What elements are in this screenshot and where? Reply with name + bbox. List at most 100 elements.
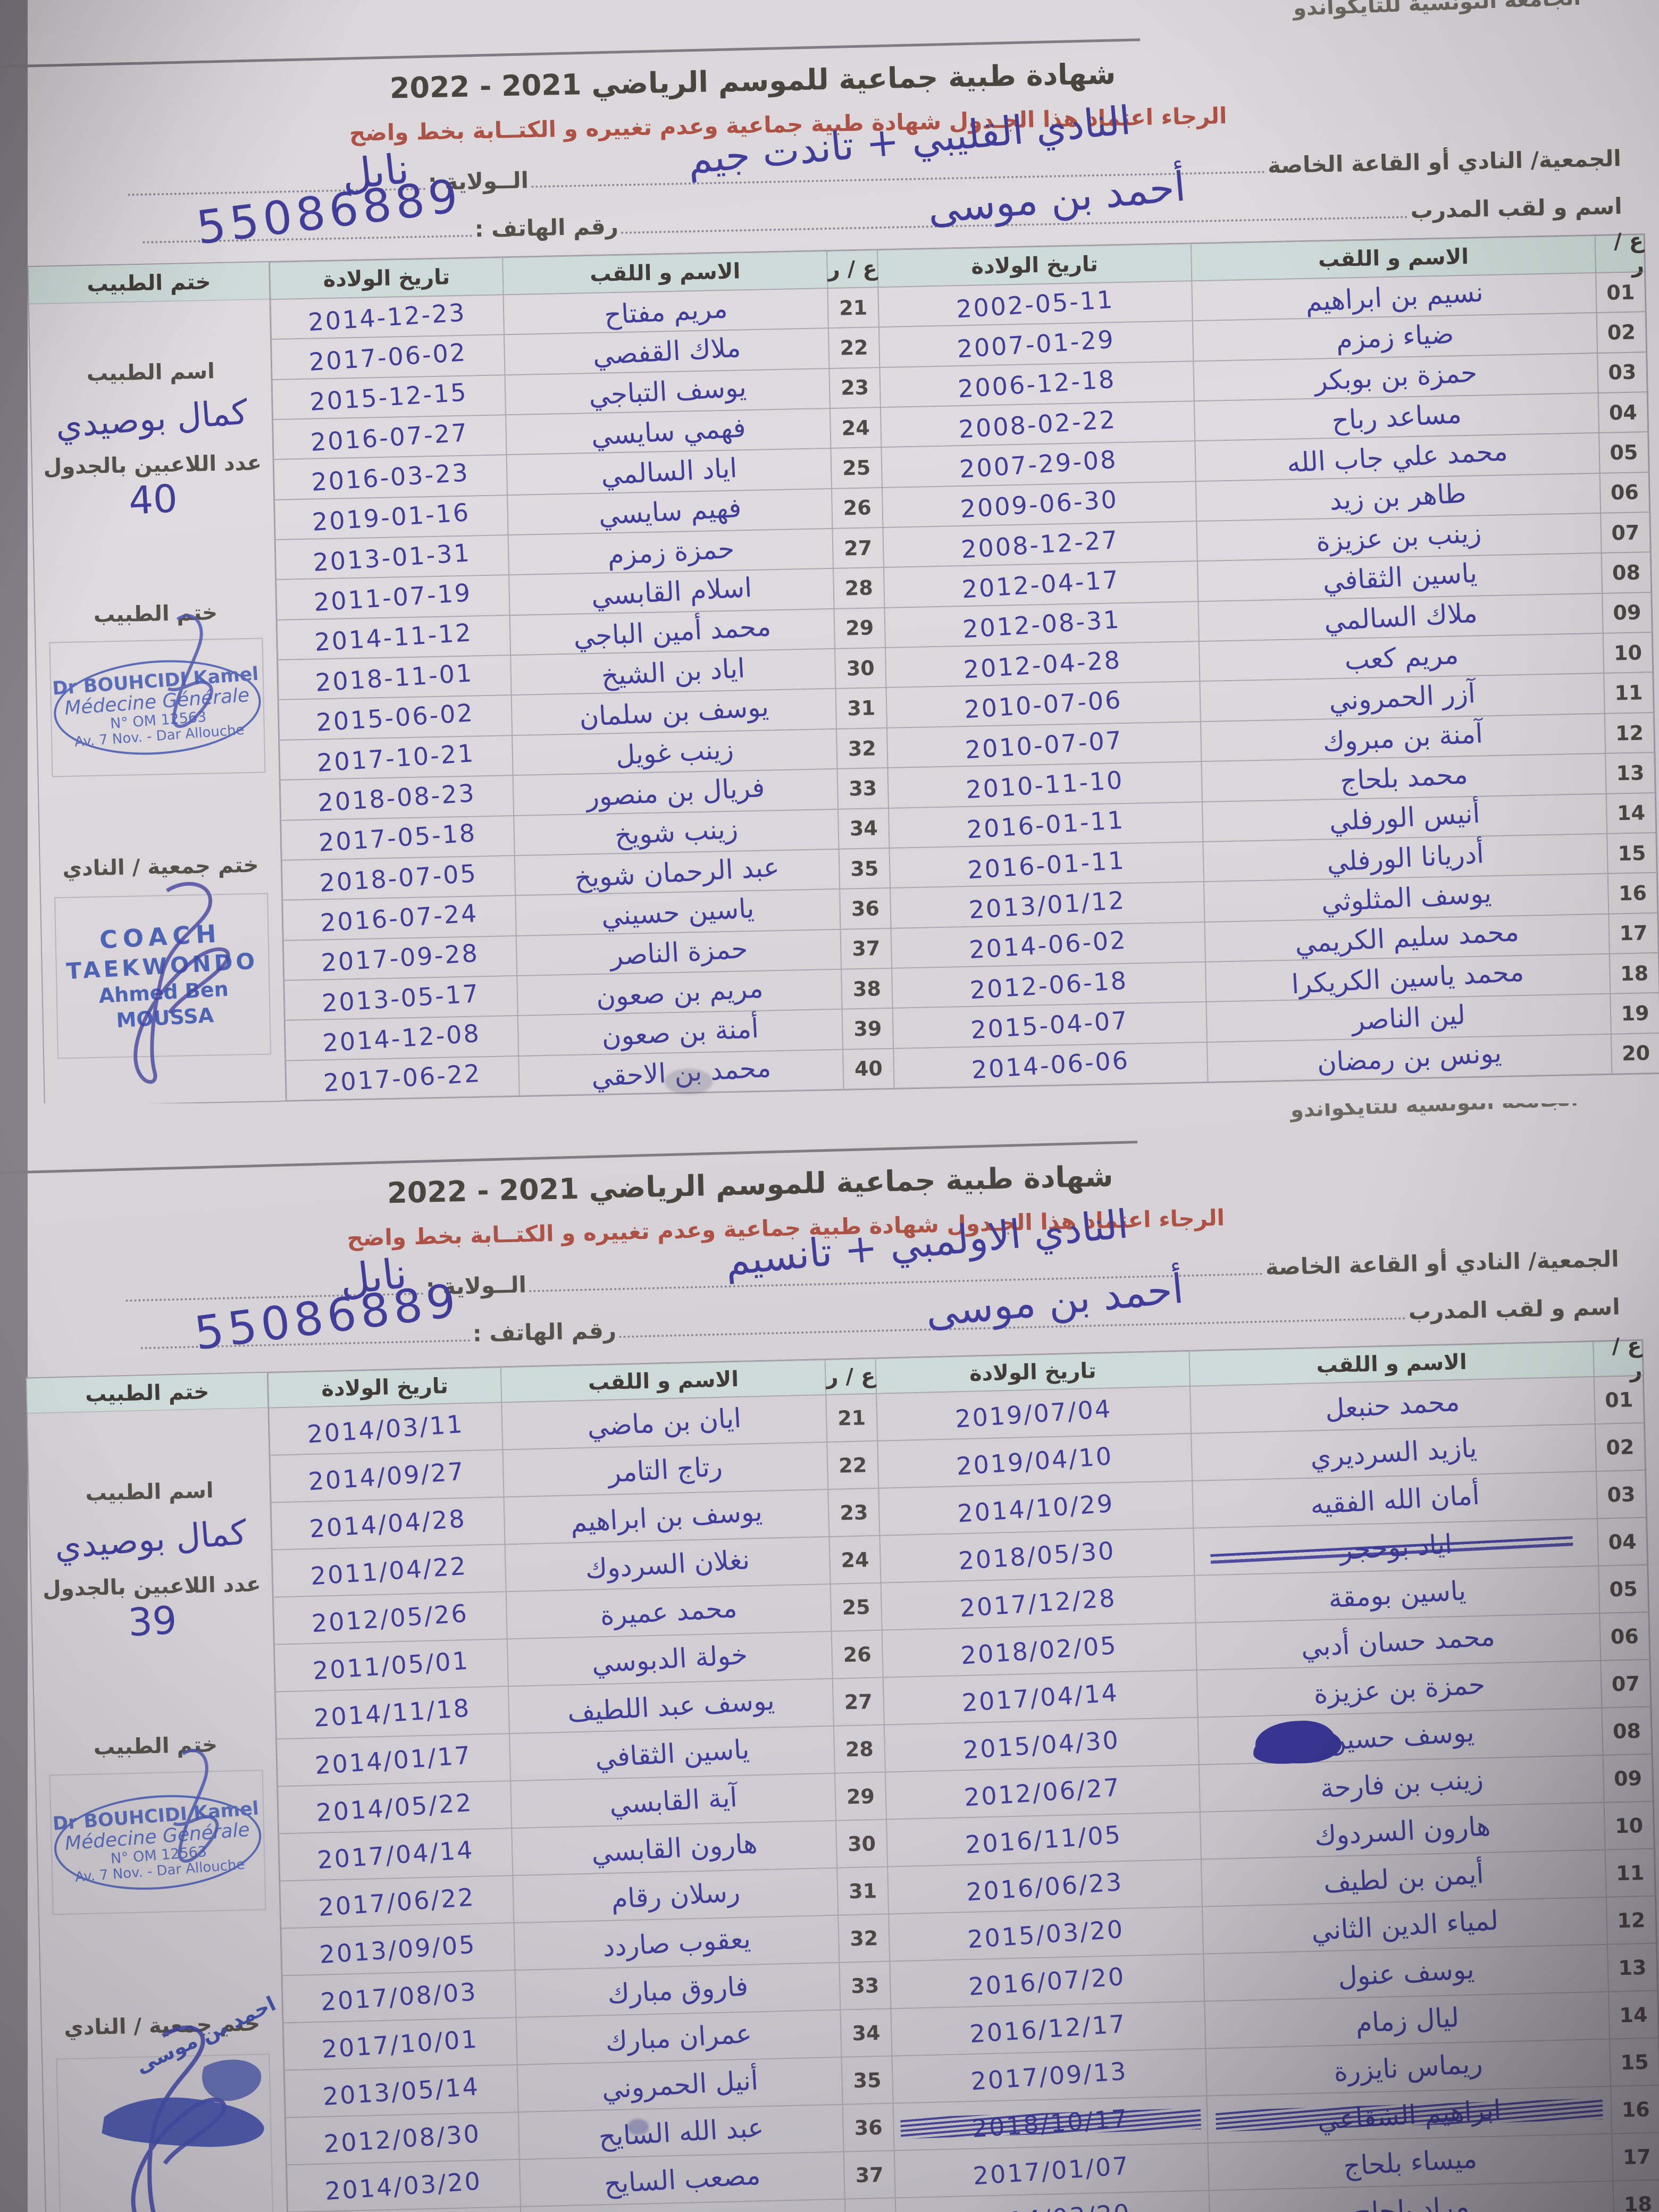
players-count-label: عدد اللاعبين بالجدول [42, 1572, 262, 1602]
player-name: رتاج التامر [502, 1442, 828, 1497]
row-number: 07 [1601, 1659, 1651, 1708]
player-name: اياد بن الشيخ [510, 649, 836, 696]
birth-date: 2017-10-21 [279, 735, 513, 781]
player-name: اسلام القابسي [509, 568, 834, 615]
birth-date: 2017-09-28 [283, 935, 517, 981]
player-name: خولة الدبوسي [507, 1631, 833, 1687]
birth-date: 2013/01/12 [890, 882, 1205, 928]
row-number: 30 [836, 1819, 888, 1868]
player-name: فهيم سايسي [507, 488, 833, 535]
birth-date: 2014/01/17 [276, 1733, 511, 1787]
player-name: ملاك القفصي [504, 328, 830, 375]
row-number: 18 [1609, 952, 1659, 994]
row-number: 40 [843, 1048, 894, 1090]
row-number: 01 [1596, 272, 1646, 313]
birth-date: 2008-02-22 [880, 401, 1195, 448]
row-number: 14 [1608, 1990, 1659, 2039]
coach-label: اسم و لقب المدرب [1408, 1293, 1621, 1325]
col-header-num: ع / ر [1593, 1334, 1643, 1382]
col-header-dob: تاريخ الولادة [267, 1367, 502, 1408]
row-number: 29 [834, 607, 885, 649]
players-table: ع / ر الاسم و اللقب تاريخ الولادة ع / ر … [2, 1334, 1659, 2212]
birth-date: 2019-01-16 [274, 495, 508, 540]
paper-background [28, 0, 1659, 2212]
birth-date: 2017/01/07 [894, 2143, 1209, 2198]
birth-date: 2008-12-27 [883, 521, 1197, 568]
birth-date: 2014/09/27 [270, 1449, 504, 1503]
club-label: الجمعية/ النادي أو القاعة الخاصة [1267, 145, 1622, 179]
doctor-round-stamp: Dr BOUHCIDI Kamel Médecine Générale N° O… [51, 653, 264, 762]
row-number: 28 [833, 567, 885, 609]
row-number: 22 [827, 1440, 879, 1489]
doctor-stamp-column: ختم الطبيب اسم الطبيب كمال بوصيدي عدد ال… [27, 261, 286, 1103]
birth-date: 2015-04-07 [892, 1002, 1207, 1049]
birth-date: 2012-06-18 [892, 961, 1206, 1009]
doctor-stamp-box: Dr BOUHCIDI Kamel Médecine Générale N° O… [49, 614, 266, 777]
birth-date: 2011/04/22 [272, 1544, 506, 1597]
birth-date: 2017-06-22 [286, 1055, 520, 1101]
col-header-num: ع / ر [825, 1358, 877, 1395]
player-name: يوسف التباجي [505, 368, 830, 415]
row-number: 25 [831, 447, 882, 489]
birth-date: 2017-05-18 [281, 815, 515, 860]
birth-date: 2012-04-28 [885, 641, 1200, 688]
birth-date: 2018-08-23 [280, 775, 514, 820]
birth-date: 2018-07-05 [281, 855, 516, 901]
players-count-handwritten: 40 [128, 476, 179, 523]
row-number: 35 [839, 848, 891, 890]
row-number: 13 [1605, 752, 1655, 794]
player-name: ايان بن ماضي [501, 1395, 827, 1450]
player-name: نغلان السردوك [505, 1536, 831, 1592]
birth-date: 2014-06-02 [891, 921, 1205, 968]
doctor-stamp-label: ختم الطبيب [93, 600, 218, 627]
birth-date: 2018-11-01 [278, 655, 512, 700]
player-name: آية القابسي [510, 1773, 836, 1829]
player-name: زينب غويل [512, 728, 837, 776]
birth-date: 2016/11/05 [886, 1812, 1201, 1867]
birth-date: 2019/07/04 [876, 1386, 1192, 1441]
row-number: 33 [837, 768, 889, 809]
row-number: 06 [1599, 472, 1650, 514]
player-name: يوسف عبد اللطيف [508, 1678, 834, 1734]
doctor-name-label: اسم الطبيب [86, 359, 215, 387]
player-name: يوسف بن ابراهيم [504, 1489, 830, 1545]
birth-date: 2017/12/28 [881, 1575, 1196, 1630]
player-name: زينب شويخ [514, 809, 839, 856]
player-name: ياسين الثقافي [509, 1725, 835, 1781]
row-number: 27 [832, 1677, 884, 1726]
row-number: 01 [1594, 1375, 1644, 1424]
row-number: 32 [836, 727, 888, 769]
birth-date: 2011/05/01 [274, 1639, 508, 1692]
row-number: 38 [844, 2198, 896, 2212]
club-stamp-label: ختم جمعية / النادي [62, 852, 259, 882]
player-name: أنيل الحمروني [517, 2057, 843, 2113]
row-number: 24 [830, 407, 882, 449]
col-header-dob: تاريخ الولادة [270, 257, 504, 300]
birth-date: 2009-06-30 [882, 481, 1197, 528]
player-name: حمزة زمزم [508, 529, 833, 575]
birth-date: 2016/07/20 [890, 1954, 1205, 2009]
players-grid: ع / ر الاسم و اللقب تاريخ الولادة ع / ر … [266, 1334, 1659, 2212]
row-number: 11 [1604, 672, 1654, 714]
row-number: 03 [1597, 351, 1647, 393]
birth-date: 2013/09/05 [281, 1923, 515, 1976]
row-number: 36 [842, 2103, 894, 2152]
player-name: محمد عميرة [506, 1583, 832, 1639]
row-number: 27 [832, 527, 884, 569]
coach-label: اسم و لقب المدرب [1410, 192, 1623, 223]
birth-date: 2014-12-23 [270, 295, 505, 340]
player-name: فهمي سايسي [506, 408, 831, 455]
row-number: 05 [1598, 1564, 1649, 1613]
row-number: 30 [834, 648, 886, 689]
photo-smudge [665, 1069, 713, 1094]
player-name: يعقوب صاردد [514, 1915, 840, 1971]
row-number: 18 [1613, 2180, 1659, 2212]
doctor-name-handwritten: كمال بوصيدي [53, 1513, 248, 1567]
player-name: فاروق مبارك [515, 1962, 841, 2018]
birth-date: 2010-07-06 [886, 681, 1201, 728]
row-number: 35 [841, 2056, 893, 2105]
player-name: مريم بن صعون [517, 969, 842, 1016]
phone-label: رقم الهاتف : [474, 213, 619, 242]
players-table: ع / ر الاسم و اللقب تاريخ الولادة ع / ر … [3, 229, 1659, 1103]
row-number: 05 [1599, 432, 1649, 473]
